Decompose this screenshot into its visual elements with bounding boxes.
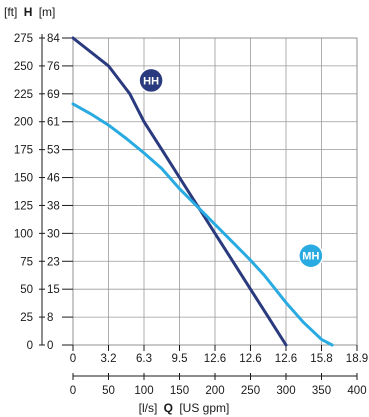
series-badge-mh: MH [298, 242, 324, 269]
y-tick-label-ft: 100 [14, 228, 33, 240]
y-tick-label-m: 84 [47, 33, 60, 45]
y-axis-title: [ft] H [m] [4, 5, 55, 19]
y-tick-label-m: 76 [47, 61, 60, 73]
x-tick-label-ls: 18.9 [346, 353, 368, 365]
y-tick-label-m: 8 [47, 312, 53, 324]
x-tick-label-usgpm: 50 [102, 385, 115, 397]
x-axis-title-symbol: Q [164, 401, 173, 415]
x-tick-label-usgpm: 400 [347, 385, 366, 397]
y-tick-label-ft: 275 [14, 33, 33, 45]
y-tick-label-ft: 250 [14, 61, 33, 73]
x-tick-label-usgpm: 100 [134, 385, 153, 397]
x-axis-title-prefix: [l/s] [139, 401, 158, 415]
y-tick-label-m: 53 [47, 145, 60, 157]
y-tick-label-m: 38 [47, 200, 60, 212]
series-badge-circle [138, 67, 164, 94]
y-tick-label-ft: 75 [20, 256, 33, 268]
y-axis-title-symbol: H [24, 5, 33, 19]
x-tick-label-ls: 0 [70, 353, 76, 365]
x-tick-label-usgpm: 150 [170, 385, 189, 397]
y-axis-title-unit: [m] [39, 5, 56, 19]
x-tick-label-ls: 3.2 [101, 353, 117, 365]
series-line-mh [71, 102, 334, 347]
x-axis-title-unit: [US gpm] [179, 401, 229, 415]
y-tick-label-ft: 125 [14, 200, 33, 212]
x-axis-title: [l/s] Q [US gpm] [139, 401, 230, 415]
x-tick-label-ls: 15.8 [310, 353, 332, 365]
y-tick-label-m: 46 [47, 173, 60, 185]
y-tick-label-m: 30 [47, 228, 60, 240]
y-tick-label-m: 69 [47, 89, 60, 101]
x-tick-label-usgpm: 200 [205, 385, 224, 397]
y-tick-label-ft: 175 [14, 145, 33, 157]
x-tick-label-ls: 12.6 [275, 353, 297, 365]
y-axis-title-prefix: [ft] [4, 5, 17, 19]
series-badge-label: HH [143, 75, 159, 87]
x-tick-label-ls: 12.6 [204, 353, 226, 365]
series-badge-label: MH [302, 251, 319, 263]
x-axis: 0 0 3.2 50 6.3 100 9.5 150 12.6 200 12.6 250 12.6 300… [70, 345, 368, 397]
x-tick-label-ls: 12.6 [239, 353, 261, 365]
y-tick-label-ft: 200 [14, 117, 33, 129]
x-tick-label-ls: 6.3 [136, 353, 152, 365]
series-badges: HH MH [138, 67, 324, 269]
y-tick-label-ft: 225 [14, 89, 33, 101]
x-tick-label-usgpm: 0 [70, 385, 76, 397]
x-tick-label-usgpm: 250 [241, 385, 260, 397]
series-layer [71, 36, 334, 347]
y-tick-label-m: 0 [47, 340, 53, 352]
y-tick-label-ft: 0 [27, 340, 33, 352]
x-tick-label-ls: 9.5 [172, 353, 188, 365]
series-line-hh [71, 36, 288, 347]
y-tick-label-ft: 50 [20, 284, 33, 296]
y-tick-label-m: 61 [47, 117, 60, 129]
series-badge-hh: HH [138, 67, 164, 94]
y-tick-label-ft: 150 [14, 173, 33, 185]
y-tick-label-m: 23 [47, 256, 60, 268]
series-badge-circle [298, 242, 324, 269]
x-tick-label-usgpm: 350 [312, 385, 331, 397]
x-tick-label-usgpm: 300 [276, 385, 295, 397]
grid [72, 37, 358, 346]
y-tick-label-m: 15 [47, 284, 60, 296]
y-tick-label-ft: 25 [20, 312, 33, 324]
